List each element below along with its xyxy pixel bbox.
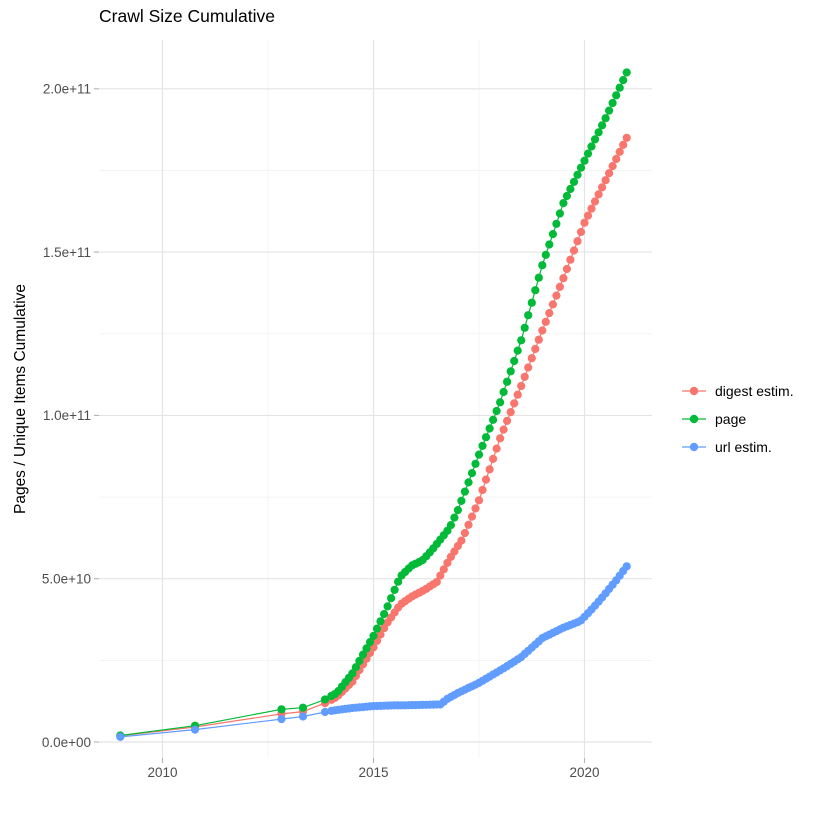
legend-key-digest-estim	[682, 386, 706, 396]
legend-key-url-estim	[682, 442, 706, 452]
legend-point-icon	[689, 386, 699, 396]
y-tick-label: 2.0e+11	[43, 82, 91, 97]
series-page	[116, 68, 631, 740]
legend-key-page	[682, 414, 706, 424]
x-axis-labels: 2010 2015 2020	[147, 765, 599, 780]
legend-item-digest-estim: digest estim.	[681, 381, 794, 401]
gridlines-minor	[99, 40, 652, 758]
legend-item-url-estim: url estim.	[681, 437, 794, 457]
legend-label: page	[715, 411, 747, 427]
y-tick-label: 0.0e+00	[42, 735, 91, 750]
y-tick-label: 1.0e+11	[43, 408, 91, 423]
series-points-page	[116, 68, 631, 740]
y-axis-labels: 0.0e+00 5.0e+10 1.0e+11 1.5e+11 2.0e+11	[42, 82, 91, 750]
x-tick-label: 2020	[569, 765, 599, 780]
chart-title: Crawl Size Cumulative	[99, 6, 276, 26]
legend-point-icon	[689, 442, 699, 452]
axis-ticks	[94, 88, 586, 763]
legend-point-icon	[689, 414, 699, 424]
series-digest-estim	[116, 133, 631, 740]
series-points-digest-estim	[116, 133, 631, 740]
y-tick-label: 5.0e+10	[42, 572, 91, 587]
series-url-estim	[116, 562, 631, 742]
legend-label: url estim.	[715, 439, 772, 455]
legend: digest estim. page url estim.	[681, 381, 794, 457]
y-axis-title: Pages / Unique Items Cumulative	[12, 283, 29, 515]
x-tick-label: 2015	[358, 765, 388, 780]
y-tick-label: 1.5e+11	[43, 245, 91, 260]
legend-label: digest estim.	[715, 383, 794, 399]
legend-item-page: page	[681, 409, 794, 429]
series-points-url-estim	[116, 562, 631, 742]
x-tick-label: 2010	[147, 765, 177, 780]
